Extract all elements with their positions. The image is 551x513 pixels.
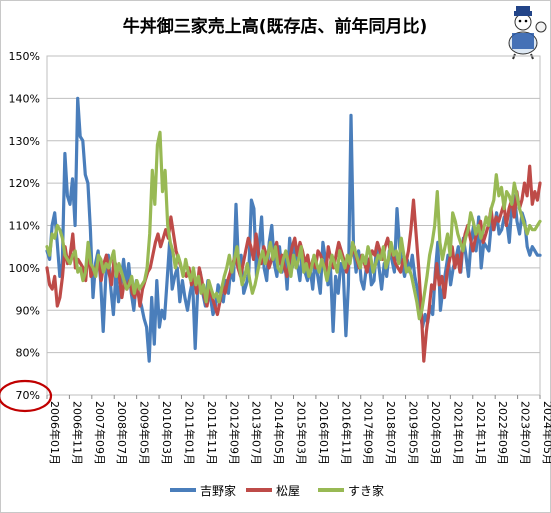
x-tick-label: 2006年01月 (48, 401, 62, 465)
y-tick-label: 130% (9, 135, 40, 148)
legend-label: 松屋 (276, 484, 300, 498)
x-tick-label: 2009年05月 (138, 401, 152, 465)
x-tick-label: 2021年11月 (474, 401, 488, 465)
chart-title: 牛丼御三家売上高(既存店、前年同月比) (123, 16, 428, 37)
y-tick-label: 80% (16, 347, 40, 360)
x-tick-label: 2008年07月 (115, 401, 129, 465)
x-tick-label: 2024年05月 (541, 401, 551, 465)
y-tick-label: 110% (9, 220, 40, 233)
x-tick-label: 2013年07月 (250, 401, 264, 465)
x-tick-label: 2018年07月 (384, 401, 398, 465)
y-tick-label: 100% (9, 262, 40, 275)
x-tick-label: 2022年09月 (496, 401, 510, 465)
x-tick-label: 2017年09月 (362, 401, 376, 465)
x-tick-label: 2007年09月 (93, 401, 107, 465)
x-tick-label: 2010年03月 (160, 401, 174, 465)
series-layer (45, 96, 542, 363)
y-tick-label: 150% (9, 50, 40, 63)
y-tick-label: 120% (9, 177, 40, 190)
y-tick-label: 140% (9, 92, 40, 105)
legend-label: すき家 (348, 483, 384, 498)
x-tick-label: 2016年01月 (317, 401, 331, 465)
x-tick-label: 2016年11月 (339, 401, 353, 465)
x-tick-label: 2011年11月 (205, 401, 219, 465)
y-tick-label: 90% (16, 304, 40, 317)
highlight-ellipse (0, 379, 53, 413)
legend-label: 吉野家 (200, 483, 236, 498)
x-tick-label: 2019年05月 (407, 401, 421, 465)
x-tick-label: 2011年01月 (182, 401, 196, 465)
series-line-3 (45, 130, 542, 321)
x-tick-label: 2023年07月 (519, 401, 533, 465)
mascot-illustration (508, 6, 547, 60)
x-tick-label: 2014年05月 (272, 401, 286, 465)
x-tick-label: 2012年09月 (227, 401, 241, 465)
legend: 吉野家 松屋 すき家 (170, 483, 384, 498)
x-tick-label: 2015年03月 (295, 401, 309, 465)
x-tick-label: 2020年03月 (429, 401, 443, 465)
x-tick-label: 2006年11月 (70, 401, 84, 465)
axis-layer: 150% 140% 130% 120% 110% 100% 90% 80% 70% 2006年01… (0, 50, 551, 465)
x-tick-label: 2021年01月 (451, 401, 465, 465)
y-tick-label: 70% (16, 389, 40, 402)
